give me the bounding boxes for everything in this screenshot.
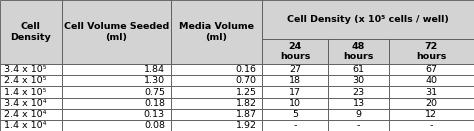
Bar <box>328 86 389 98</box>
Text: 3.4 x 10⁴: 3.4 x 10⁴ <box>4 99 46 108</box>
Bar <box>328 98 389 109</box>
Bar <box>262 0 474 39</box>
Bar <box>0 109 62 120</box>
Bar <box>171 64 262 75</box>
Bar <box>62 64 171 75</box>
Bar <box>171 109 262 120</box>
Bar <box>0 98 62 109</box>
Text: 0.08: 0.08 <box>144 121 165 130</box>
Text: -: - <box>429 121 433 130</box>
Bar <box>62 109 171 120</box>
Bar <box>328 109 389 120</box>
Text: 48
hours: 48 hours <box>343 42 374 61</box>
Text: 12: 12 <box>425 110 438 119</box>
Bar <box>389 75 474 86</box>
Bar <box>0 0 62 64</box>
Bar <box>171 86 262 98</box>
Text: 24
hours: 24 hours <box>280 42 310 61</box>
Text: 0.75: 0.75 <box>144 88 165 97</box>
Text: Cell
Density: Cell Density <box>10 22 51 42</box>
Text: Cell Density (x 10⁵ cells / well): Cell Density (x 10⁵ cells / well) <box>287 15 449 24</box>
Bar <box>328 75 389 86</box>
Text: 31: 31 <box>425 88 438 97</box>
Bar <box>0 86 62 98</box>
Bar <box>62 75 171 86</box>
Bar <box>0 64 62 75</box>
Bar <box>171 0 262 64</box>
Text: -: - <box>357 121 360 130</box>
Text: 1.82: 1.82 <box>236 99 256 108</box>
Text: 72
hours: 72 hours <box>416 42 447 61</box>
Bar <box>389 64 474 75</box>
Bar <box>262 64 328 75</box>
Text: 1.25: 1.25 <box>236 88 256 97</box>
Bar <box>328 120 389 131</box>
Text: Media Volume
(ml): Media Volume (ml) <box>179 22 254 42</box>
Text: 1.30: 1.30 <box>144 76 165 85</box>
Bar <box>389 120 474 131</box>
Bar <box>389 98 474 109</box>
Bar <box>62 0 171 64</box>
Bar <box>262 86 328 98</box>
Text: 23: 23 <box>353 88 365 97</box>
Text: 1.87: 1.87 <box>236 110 256 119</box>
Text: 40: 40 <box>425 76 438 85</box>
Bar <box>389 86 474 98</box>
Text: -: - <box>293 121 297 130</box>
Bar <box>389 39 474 64</box>
Text: 1.4 x 10⁵: 1.4 x 10⁵ <box>4 88 46 97</box>
Text: 0.13: 0.13 <box>144 110 165 119</box>
Text: 30: 30 <box>353 76 365 85</box>
Bar <box>0 75 62 86</box>
Text: 0.16: 0.16 <box>236 65 256 74</box>
Bar <box>262 120 328 131</box>
Text: 1.4 x 10⁴: 1.4 x 10⁴ <box>4 121 46 130</box>
Text: Cell Volume Seeded
(ml): Cell Volume Seeded (ml) <box>64 22 169 42</box>
Text: 61: 61 <box>353 65 365 74</box>
Bar <box>262 39 328 64</box>
Bar <box>62 98 171 109</box>
Text: 9: 9 <box>356 110 362 119</box>
Bar <box>328 64 389 75</box>
Bar <box>62 86 171 98</box>
Bar <box>389 109 474 120</box>
Bar <box>171 75 262 86</box>
Text: 13: 13 <box>353 99 365 108</box>
Text: 0.18: 0.18 <box>144 99 165 108</box>
Bar <box>262 98 328 109</box>
Text: 1.84: 1.84 <box>144 65 165 74</box>
Bar <box>0 120 62 131</box>
Bar <box>62 120 171 131</box>
Text: 20: 20 <box>425 99 438 108</box>
Text: 0.70: 0.70 <box>236 76 256 85</box>
Text: 3.4 x 10⁵: 3.4 x 10⁵ <box>4 65 46 74</box>
Bar <box>328 39 389 64</box>
Text: 10: 10 <box>289 99 301 108</box>
Bar <box>262 109 328 120</box>
Text: 5: 5 <box>292 110 298 119</box>
Text: 18: 18 <box>289 76 301 85</box>
Text: 67: 67 <box>425 65 438 74</box>
Text: 27: 27 <box>289 65 301 74</box>
Bar <box>171 120 262 131</box>
Text: 2.4 x 10⁵: 2.4 x 10⁵ <box>4 76 46 85</box>
Text: 1.92: 1.92 <box>236 121 256 130</box>
Text: 2.4 x 10⁴: 2.4 x 10⁴ <box>4 110 46 119</box>
Text: 17: 17 <box>289 88 301 97</box>
Bar <box>171 98 262 109</box>
Bar <box>262 75 328 86</box>
